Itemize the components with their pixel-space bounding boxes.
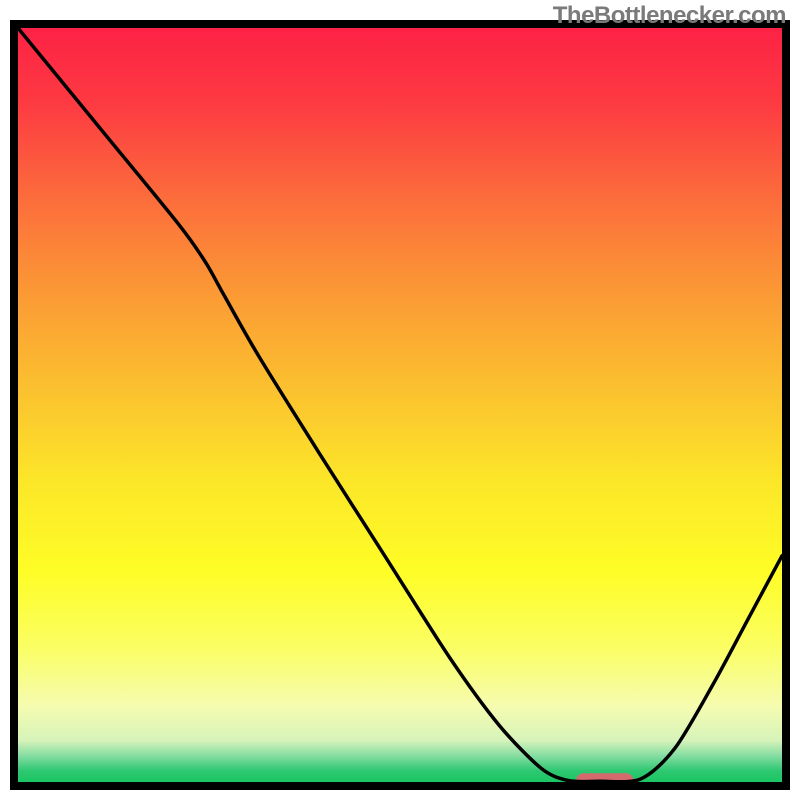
plot-background (18, 28, 782, 782)
bottleneck-chart (0, 0, 800, 800)
chart-container: TheBottlenecker.com (0, 0, 800, 800)
watermark-text: TheBottlenecker.com (553, 2, 786, 30)
